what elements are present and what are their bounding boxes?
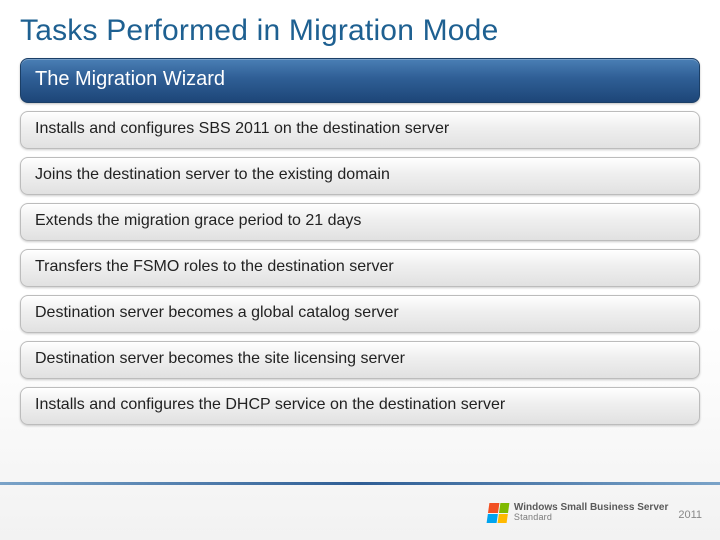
page-title: Tasks Performed in Migration Mode (0, 0, 720, 58)
list-item: Installs and configures SBS 2011 on the … (20, 111, 700, 149)
section-header: The Migration Wizard (20, 58, 700, 103)
logo-text: Windows Small Business Server Standard (514, 503, 668, 523)
windows-flag-icon (487, 503, 510, 523)
list-item: Destination server becomes the site lice… (20, 341, 700, 379)
product-logo: Windows Small Business Server Standard 2… (488, 503, 702, 523)
footer-inner: Windows Small Business Server Standard 2… (0, 485, 720, 540)
slide: Tasks Performed in Migration Mode The Mi… (0, 0, 720, 540)
list-item: Transfers the FSMO roles to the destinat… (20, 249, 700, 287)
list-item: Installs and configures the DHCP service… (20, 387, 700, 425)
footer: Windows Small Business Server Standard 2… (0, 482, 720, 540)
logo-year: 2011 (678, 509, 702, 523)
content-area: The Migration Wizard Installs and config… (0, 58, 720, 425)
list-item: Extends the migration grace period to 21… (20, 203, 700, 241)
list-item: Destination server becomes a global cata… (20, 295, 700, 333)
list-item: Joins the destination server to the exis… (20, 157, 700, 195)
logo-line2: Standard (514, 513, 668, 522)
